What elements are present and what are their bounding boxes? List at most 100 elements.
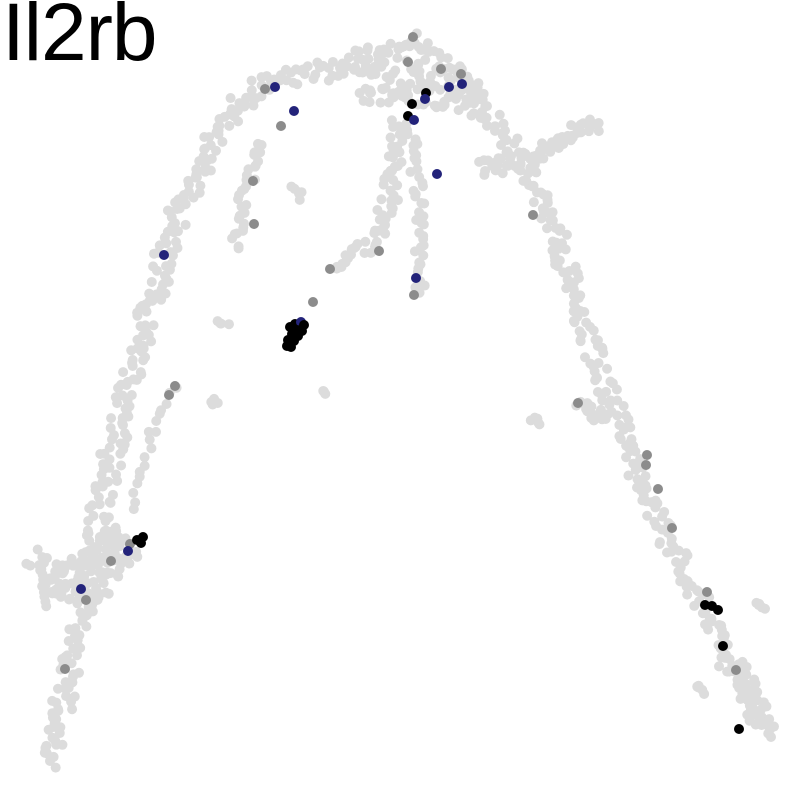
background-cell-point [320,388,331,399]
background-cell-point [233,194,244,205]
background-cell-point [747,700,758,711]
expressing-cell-point [528,210,538,220]
expressing-cell-point [106,556,116,566]
background-cell-point [419,280,430,291]
background-cell-point [528,197,539,208]
expressing-cell-point [731,665,741,675]
background-cell-point [435,84,446,95]
background-cell-point [148,261,159,272]
background-cell-point [612,410,623,421]
background-cell-point [481,101,492,112]
background-cell-point [195,180,206,191]
background-cell-point [500,134,511,145]
background-cell-point [292,79,303,90]
background-cell-point [387,152,398,163]
background-cell-point [132,478,143,489]
chart-title: Il2rb [2,0,158,78]
background-cell-point [378,179,389,190]
background-cell-point [92,542,103,553]
background-cell-point [225,93,236,104]
background-cell-point [191,164,202,175]
expressing-cell-point [407,99,417,109]
background-cell-point [654,538,665,549]
expressing-cell-point [248,176,258,186]
expressing-cell-point [456,69,466,79]
background-cell-point [380,82,391,93]
background-cell-point [327,56,338,67]
background-cell-point [299,69,310,80]
background-cell-point [180,219,191,230]
background-cell-point [60,578,71,589]
background-cell-point [144,288,155,299]
background-cell-point [148,320,159,331]
background-cell-point [25,560,36,571]
expressing-cell-point [436,64,446,74]
background-cell-point [618,400,629,411]
background-cells-layer [21,28,779,773]
background-cell-point [689,600,700,611]
background-cell-point [111,469,122,480]
background-cell-point [217,136,228,147]
expressing-cell-point [260,84,270,94]
background-cell-point [37,581,48,592]
background-cell-point [233,243,244,254]
background-cell-point [418,181,429,192]
background-cell-point [561,229,572,240]
expressing-cell-point [289,106,299,116]
background-cell-point [369,228,380,239]
background-cell-point [379,57,390,68]
background-cell-point [343,52,354,63]
background-cell-point [375,97,386,108]
background-cell-point [119,428,130,439]
background-cell-point [564,265,575,276]
background-cell-point [541,223,552,234]
expressing-cell-point [457,79,467,89]
expressing-cell-point [374,246,384,256]
background-cell-point [183,186,194,197]
background-cell-point [602,363,613,374]
background-cell-point [104,442,115,453]
background-cell-point [489,125,500,136]
background-cell-point [703,624,714,635]
background-cell-point [146,276,157,287]
expressing-cell-point [159,250,169,260]
expressing-cell-point [702,587,712,597]
background-cell-point [568,315,579,326]
background-cell-point [380,228,391,239]
background-cell-point [416,197,427,208]
background-cell-point [600,414,611,425]
background-cell-point [310,69,321,80]
background-cell-point [405,78,416,89]
expressing-cell-point [409,115,419,125]
background-cell-point [506,150,517,161]
expressing-cell-point [573,398,583,408]
background-cell-point [575,336,586,347]
background-cell-point [719,632,730,643]
expressing-cell-point [718,641,728,651]
background-cell-point [360,236,371,247]
background-cell-point [497,168,508,179]
background-cell-point [523,168,534,179]
background-cell-point [409,246,420,257]
background-cell-point [657,511,668,522]
background-cell-point [73,667,84,678]
background-cell-point [598,348,609,359]
background-cell-point [623,470,634,481]
background-cell-point [534,419,545,430]
expressing-cell-point [249,219,259,229]
background-cell-point [405,166,416,177]
background-cell-point [206,153,217,164]
background-cell-point [216,318,227,329]
expressing-cell-point [411,273,421,283]
background-cell-point [353,46,364,57]
expressing-cell-point [276,121,286,131]
background-cell-point [410,191,421,202]
background-cell-point [246,75,257,86]
expressing-cell-point [270,82,280,92]
expressing-cell-point [123,546,133,556]
background-cell-point [593,118,604,129]
background-cell-point [151,426,162,437]
background-cell-point [75,607,86,618]
expressing-cell-point [136,538,146,548]
background-cell-point [246,85,257,96]
